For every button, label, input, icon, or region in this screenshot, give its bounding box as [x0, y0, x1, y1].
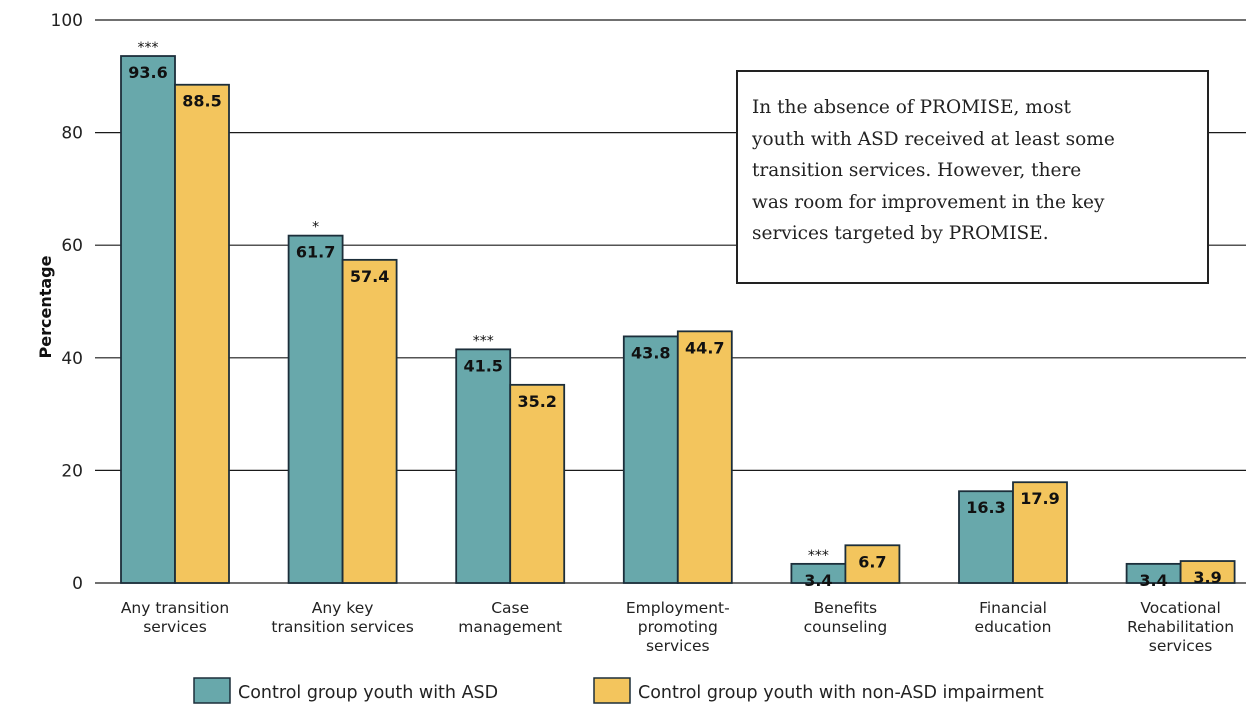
legend-swatch: [193, 677, 231, 704]
bar: [1012, 481, 1068, 584]
x-tick-label-line: Rehabilitation: [1127, 618, 1234, 636]
data-label: 3.4: [804, 571, 832, 590]
significance-marker: *: [312, 220, 319, 236]
x-tick-label-line: Employment-: [626, 599, 730, 617]
bar: [958, 490, 1014, 584]
significance-marker: ***: [473, 333, 494, 349]
y-tick-label: 80: [61, 124, 83, 144]
bar: [287, 234, 344, 584]
data-label: 93.6: [128, 63, 167, 82]
data-label: 43.8: [631, 343, 670, 362]
data-label: 88.5: [182, 92, 221, 111]
data-label: 61.7: [296, 243, 335, 262]
annotation-callout: In the absence of PROMISE, most youth wi…: [736, 70, 1209, 284]
x-tick-label: Financial education: [975, 599, 1052, 636]
y-tick-label: 100: [51, 11, 83, 31]
data-label: 17.9: [1020, 489, 1059, 508]
bar: [844, 544, 901, 584]
x-tick-label-line: services: [646, 637, 710, 655]
y-tick-label: 60: [61, 236, 83, 256]
bar: [341, 258, 398, 584]
x-tick-label: Benefits counseling: [804, 599, 888, 636]
y-axis-label: Percentage: [36, 255, 55, 358]
data-label: 3.9: [1193, 568, 1221, 587]
x-tick-label-line: Vocational: [1140, 599, 1220, 617]
x-tick-label-line: Benefits: [814, 599, 877, 617]
bar: [120, 55, 176, 584]
annotation-line: youth with ASD received at least some: [752, 128, 1115, 150]
x-tick-label-line: education: [975, 618, 1052, 636]
x-tick-label-line: promoting: [638, 618, 718, 636]
y-tick-label: 40: [61, 349, 83, 369]
bar: [174, 83, 230, 584]
data-label: 3.4: [1139, 571, 1167, 590]
significance-marker: ***: [808, 548, 829, 564]
x-tick-label: Case management: [458, 599, 562, 636]
legend-label: Control group youth with non-ASD impairm…: [638, 683, 1044, 703]
bar: [509, 383, 566, 584]
annotation-line: services targeted by PROMISE.: [752, 223, 1049, 244]
bar: [676, 330, 733, 584]
legend-label: Control group youth with ASD: [238, 683, 498, 703]
y-tick-label: 0: [72, 574, 83, 594]
legend: Control group youth with ASD Control grou…: [193, 677, 1044, 704]
x-tick-label-line: Case: [491, 599, 529, 617]
bar: [1179, 560, 1236, 584]
x-tick-label-line: Any key: [312, 599, 374, 617]
data-label: 35.2: [517, 392, 556, 411]
y-axis-ticks: 0 20 40 60 80 100: [51, 11, 83, 594]
x-tick-label-line: management: [458, 618, 562, 636]
legend-swatch: [593, 677, 631, 704]
x-tick-label: Any key transition services: [271, 599, 413, 636]
annotation-line: was room for improvement in the key: [752, 191, 1105, 213]
annotation-text: In the absence of PROMISE, most youth wi…: [752, 92, 1195, 250]
bar: [455, 348, 512, 584]
x-tick-label-line: counseling: [804, 618, 888, 636]
annotation-line: transition services. However, there: [752, 160, 1082, 181]
x-tick-label-line: Any transition: [121, 599, 229, 617]
data-label: 41.5: [463, 356, 502, 375]
x-tick-label: Vocational Rehabilitation services: [1127, 599, 1234, 655]
y-tick-label: 20: [61, 461, 83, 481]
bar: [622, 335, 679, 584]
data-label: 57.4: [350, 267, 389, 286]
x-tick-label-line: services: [143, 618, 207, 636]
significance-marker: ***: [138, 40, 159, 56]
data-label: 6.7: [858, 552, 886, 571]
bars: 93.6 *** 88.5 61.7 * 57.4 41.5 *** 35.2 43.8 44.7 3…: [120, 40, 1236, 590]
x-tick-label-line: services: [1149, 637, 1213, 655]
data-label: 44.7: [685, 338, 724, 357]
x-tick-label-line: transition services: [271, 618, 413, 636]
x-tick-label: Any transition services: [121, 599, 229, 636]
annotation-line: In the absence of PROMISE, most: [752, 97, 1071, 118]
data-label: 16.3: [966, 498, 1005, 517]
x-tick-label: Employment-promoting services: [626, 599, 730, 655]
x-tick-label-line: Financial: [979, 599, 1047, 617]
